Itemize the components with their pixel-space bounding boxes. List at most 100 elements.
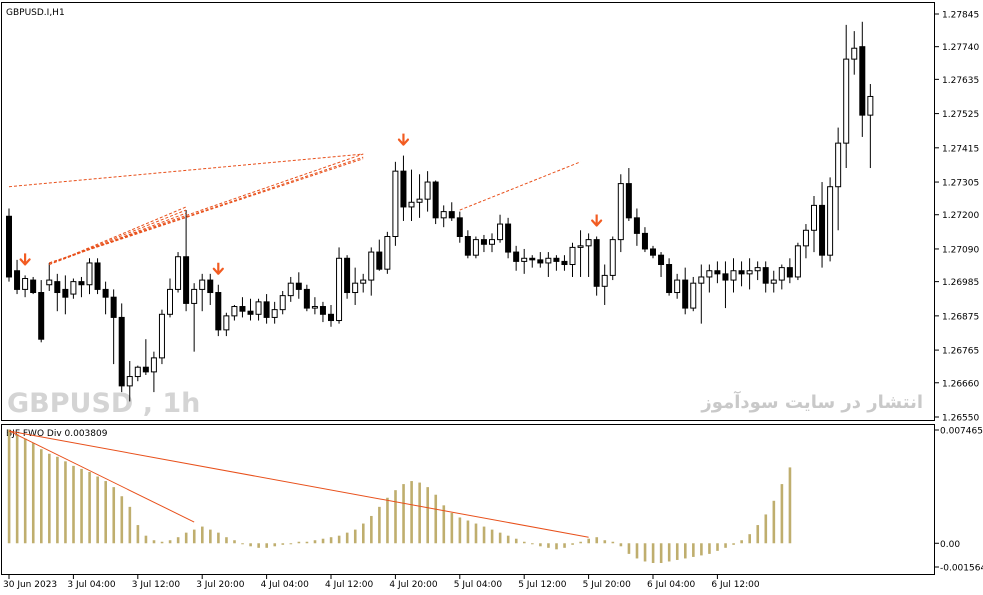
time-tick-label: 4 Jul 12:00 bbox=[325, 580, 374, 590]
candle-body bbox=[545, 257, 552, 264]
time-tick-label: 4 Jul 20:00 bbox=[389, 580, 438, 590]
candle-body bbox=[513, 251, 520, 262]
candle-body bbox=[303, 288, 310, 309]
histogram-bar bbox=[563, 543, 566, 548]
candle-body bbox=[666, 264, 673, 294]
candle bbox=[110, 289, 117, 365]
candle bbox=[641, 227, 648, 253]
time-tick-label: 4 Jul 04:00 bbox=[261, 580, 310, 590]
histogram-bar bbox=[740, 540, 743, 544]
candle-body bbox=[593, 239, 600, 287]
time-tick-label: 5 Jul 12:00 bbox=[518, 580, 567, 590]
candle-body bbox=[851, 47, 858, 60]
candle-body bbox=[867, 95, 874, 116]
candle-body bbox=[521, 257, 528, 262]
histogram-bar bbox=[788, 467, 792, 544]
candle bbox=[368, 247, 375, 296]
candle-body bbox=[754, 267, 761, 272]
candle-body bbox=[408, 201, 415, 208]
candle bbox=[714, 261, 721, 284]
candle bbox=[545, 252, 552, 277]
candle-body bbox=[38, 292, 45, 340]
histogram-bar bbox=[450, 512, 454, 544]
candle bbox=[360, 273, 367, 293]
histogram-bar bbox=[571, 543, 574, 545]
candle bbox=[746, 258, 753, 290]
candle-body bbox=[22, 278, 29, 290]
candle bbox=[674, 273, 681, 299]
candle-body bbox=[142, 366, 149, 373]
candle-body bbox=[811, 204, 817, 231]
candle-body bbox=[183, 256, 190, 304]
histogram-bar bbox=[7, 429, 11, 544]
histogram-bar bbox=[217, 532, 220, 544]
indicator-panel-frame bbox=[1, 424, 935, 575]
candle-body bbox=[239, 306, 246, 312]
candle-body bbox=[150, 357, 157, 373]
candle-body bbox=[424, 181, 431, 200]
histogram-bar bbox=[667, 543, 671, 562]
histogram-bar bbox=[241, 543, 244, 545]
histogram-bar bbox=[80, 468, 83, 544]
histogram-bar bbox=[402, 484, 405, 544]
candle-body bbox=[505, 223, 512, 253]
candle-body bbox=[118, 316, 125, 387]
candle-body bbox=[110, 296, 117, 318]
candle bbox=[794, 242, 801, 281]
candle-body bbox=[802, 229, 809, 247]
candle-body bbox=[78, 281, 85, 286]
candle bbox=[271, 301, 278, 324]
candle bbox=[851, 31, 858, 75]
candle-body bbox=[231, 306, 238, 317]
candle-body bbox=[585, 239, 592, 247]
candle bbox=[786, 258, 793, 284]
trendlines-layer bbox=[8, 133, 603, 275]
candle-body bbox=[794, 245, 801, 278]
candle-body bbox=[263, 301, 270, 318]
candle bbox=[448, 202, 455, 221]
time-tick-label: 30 Jun 2023 bbox=[3, 580, 57, 590]
candle-body bbox=[762, 267, 769, 284]
histogram-bar bbox=[659, 543, 663, 563]
histogram-bar bbox=[514, 538, 518, 544]
candle-body bbox=[255, 301, 262, 315]
candle-body bbox=[247, 310, 254, 315]
chart-title: GBPUSD.I,H1 bbox=[6, 8, 65, 18]
histogram-bar bbox=[265, 543, 268, 548]
candle-body bbox=[360, 279, 367, 284]
sell-signal-arrow bbox=[591, 214, 603, 227]
candle-body bbox=[175, 256, 182, 290]
candle-body bbox=[223, 315, 230, 331]
histogram-bar bbox=[410, 481, 413, 544]
candle bbox=[344, 255, 351, 299]
histogram-bar bbox=[724, 543, 727, 548]
histogram-bar bbox=[112, 487, 116, 544]
histogram-bar bbox=[732, 543, 735, 545]
histogram-bar bbox=[345, 532, 349, 544]
candle bbox=[843, 24, 850, 169]
candle bbox=[255, 298, 262, 321]
histogram-bar bbox=[780, 484, 784, 544]
candle bbox=[867, 84, 874, 169]
histogram-bar bbox=[531, 543, 534, 545]
candle-body bbox=[770, 279, 777, 284]
histogram-bar bbox=[192, 529, 196, 544]
candle-body bbox=[432, 181, 439, 219]
candle bbox=[819, 182, 826, 268]
sell-signal-arrow bbox=[19, 253, 31, 266]
histogram-bar bbox=[249, 543, 252, 547]
time-tick-label: 5 Jul 04:00 bbox=[454, 580, 503, 590]
candle bbox=[279, 290, 286, 315]
symbol-watermark: GBPUSD , 1h bbox=[7, 388, 200, 419]
candle-body bbox=[617, 183, 624, 241]
candles-layer bbox=[6, 21, 874, 402]
candle bbox=[175, 252, 182, 293]
candle bbox=[191, 283, 198, 352]
candle-body bbox=[416, 198, 423, 203]
candle bbox=[432, 180, 439, 225]
histogram-bar bbox=[619, 543, 623, 547]
candle-body bbox=[279, 295, 286, 311]
candle-body bbox=[295, 282, 302, 290]
histogram-bar bbox=[233, 540, 236, 544]
histogram-bar bbox=[160, 541, 164, 544]
